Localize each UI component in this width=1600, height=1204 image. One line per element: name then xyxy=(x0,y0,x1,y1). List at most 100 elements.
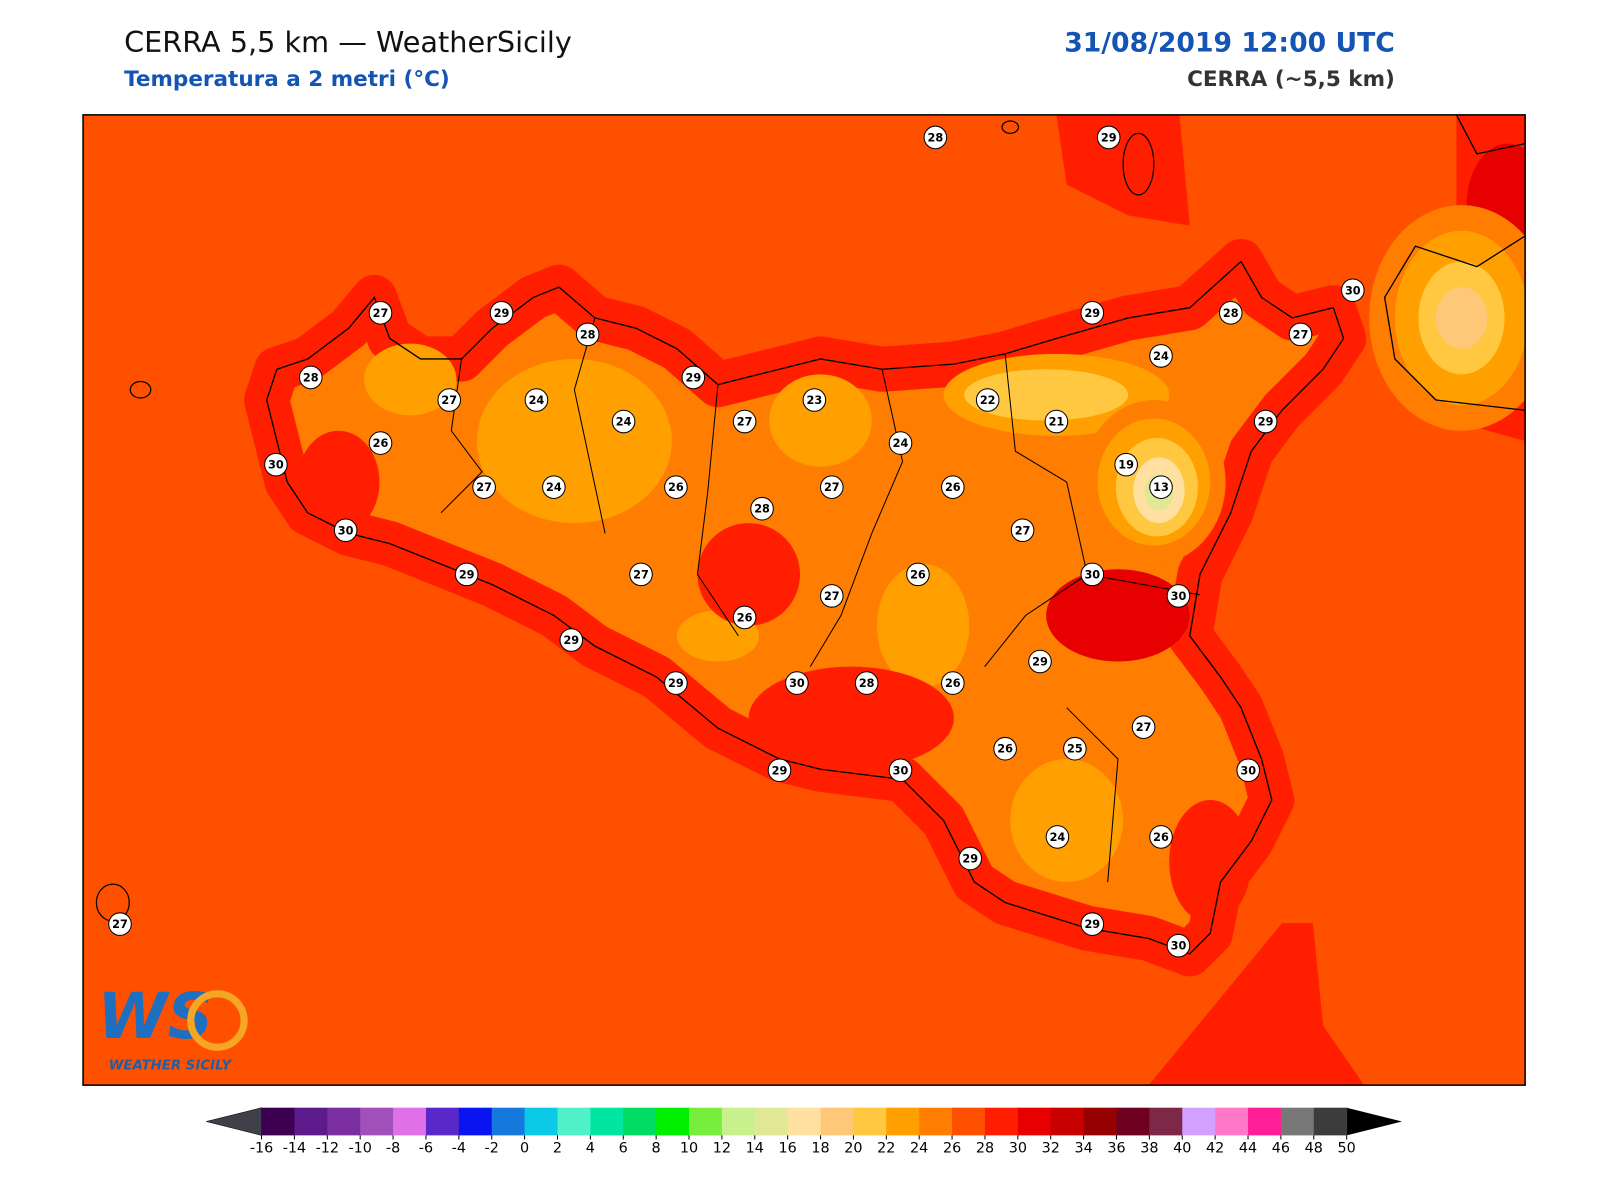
colorbar-tick-label: 24 xyxy=(910,1141,928,1157)
station-marker xyxy=(629,562,653,587)
station-value: 21 xyxy=(1049,416,1065,429)
station-value: 29 xyxy=(1101,131,1117,144)
colorbar-tick-label: 30 xyxy=(1009,1141,1027,1157)
station-marker xyxy=(923,125,948,150)
station-value: 29 xyxy=(1084,918,1100,931)
colorbar-segment xyxy=(721,1107,756,1136)
temperature-area xyxy=(297,430,380,534)
station-marker xyxy=(906,562,930,587)
station-marker xyxy=(1149,475,1173,499)
colorbar-tick-label: -4 xyxy=(452,1141,466,1157)
colorbar-segment xyxy=(1182,1107,1216,1136)
coastline xyxy=(265,260,1345,955)
station-value: 28 xyxy=(1223,307,1239,320)
colorbar-tick-label: 46 xyxy=(1272,1141,1290,1157)
colorbar-tick-label: 26 xyxy=(943,1141,961,1157)
logo-text: WEATHER SICILY xyxy=(109,1059,233,1074)
station-marker xyxy=(854,671,879,695)
colorbar-segment xyxy=(360,1107,394,1136)
colorbar-segment xyxy=(1050,1107,1085,1136)
colorbar-tick-label: 50 xyxy=(1338,1141,1356,1157)
colorbar-tick-label: 6 xyxy=(619,1141,628,1157)
station-value: 26 xyxy=(997,743,1013,756)
station-marker xyxy=(1149,825,1173,849)
colorbar-tick-label: 20 xyxy=(844,1141,862,1157)
colorbar-segment xyxy=(294,1107,328,1136)
station-marker xyxy=(1044,409,1069,434)
station-value: 27 xyxy=(824,590,840,603)
stations: 28 29 27 29 28 28 27 24 24 29 27 23 22 21 29 28 27 30 24 29… xyxy=(108,125,1365,958)
colorbar-tick-label: 12 xyxy=(713,1141,731,1157)
logo-letters: WS xyxy=(97,979,213,1053)
station-marker xyxy=(1166,584,1191,608)
colorbar-segment xyxy=(491,1107,526,1136)
colorbar-segment xyxy=(425,1107,460,1136)
colorbar-tick-label: 16 xyxy=(779,1141,797,1157)
station-value: 26 xyxy=(945,481,961,494)
colorbar-under xyxy=(206,1107,262,1136)
temperature-area xyxy=(697,523,800,626)
colorbar-tick-label: 2 xyxy=(553,1141,562,1157)
colorbar-segment xyxy=(919,1107,953,1136)
colorbar-tick-label: -6 xyxy=(419,1141,433,1157)
map-frame xyxy=(82,114,1526,1086)
station-marker xyxy=(888,431,913,455)
station-marker xyxy=(1166,933,1191,958)
station-value: 26 xyxy=(668,481,684,494)
colorbar-segment xyxy=(754,1107,789,1136)
date: 31/08/2019 12:00 UTC xyxy=(1064,28,1395,59)
colorbar-tick-label: -12 xyxy=(316,1141,339,1157)
colorbar-segment xyxy=(952,1107,986,1136)
station-marker xyxy=(472,475,496,499)
station-marker xyxy=(542,475,566,499)
calabria-cool xyxy=(1435,287,1488,349)
station-marker xyxy=(1028,649,1052,674)
station-value: 29 xyxy=(668,677,684,690)
station-value: 27 xyxy=(441,394,457,407)
station-value: 29 xyxy=(772,764,788,777)
station-marker xyxy=(750,496,774,521)
temperature-area xyxy=(1010,758,1124,883)
colorbar-over xyxy=(1346,1107,1403,1136)
station-value: 27 xyxy=(1136,721,1152,734)
station-value: 24 xyxy=(546,481,562,494)
station-value: 27 xyxy=(737,416,753,429)
station-value: 28 xyxy=(859,677,875,690)
station-marker xyxy=(559,628,584,652)
station-value: 27 xyxy=(824,481,840,494)
subtitle: Temperatura a 2 metri (°C) xyxy=(124,67,450,92)
station-value: 30 xyxy=(1345,284,1361,297)
island xyxy=(1001,120,1020,134)
station-marker xyxy=(888,758,913,783)
colorbar-segment xyxy=(787,1107,822,1136)
station-marker xyxy=(524,388,549,412)
colorbar-tick-label: 38 xyxy=(1140,1141,1158,1157)
colorbar-tick-label: 4 xyxy=(586,1141,595,1157)
station-value: 26 xyxy=(737,611,753,624)
station-value: 30 xyxy=(1171,940,1187,953)
logo: WS WEATHER SICILY xyxy=(97,979,248,1074)
station-value: 29 xyxy=(563,634,579,647)
station-marker xyxy=(664,475,688,499)
station-marker xyxy=(1288,322,1313,347)
station-marker xyxy=(819,584,844,608)
station-marker xyxy=(264,452,288,477)
station-marker xyxy=(298,365,323,390)
colorbar-segment xyxy=(524,1107,558,1136)
colorbar-segment xyxy=(1280,1107,1315,1136)
colorbar-tick-label: -8 xyxy=(386,1141,400,1157)
station-marker xyxy=(1080,562,1105,587)
station-value: 25 xyxy=(1067,743,1083,756)
station-marker xyxy=(681,365,706,390)
colorbar-segment xyxy=(1313,1107,1348,1136)
station-marker xyxy=(958,846,983,871)
station-value: 29 xyxy=(1032,656,1048,669)
colorbar-tick-label: 44 xyxy=(1239,1141,1257,1157)
station-marker xyxy=(732,605,757,630)
station-marker xyxy=(1010,518,1035,543)
station-value: 19 xyxy=(1118,459,1134,472)
colorbar-segment xyxy=(820,1107,854,1136)
station-marker xyxy=(1114,452,1138,477)
station-value: 24 xyxy=(616,416,632,429)
